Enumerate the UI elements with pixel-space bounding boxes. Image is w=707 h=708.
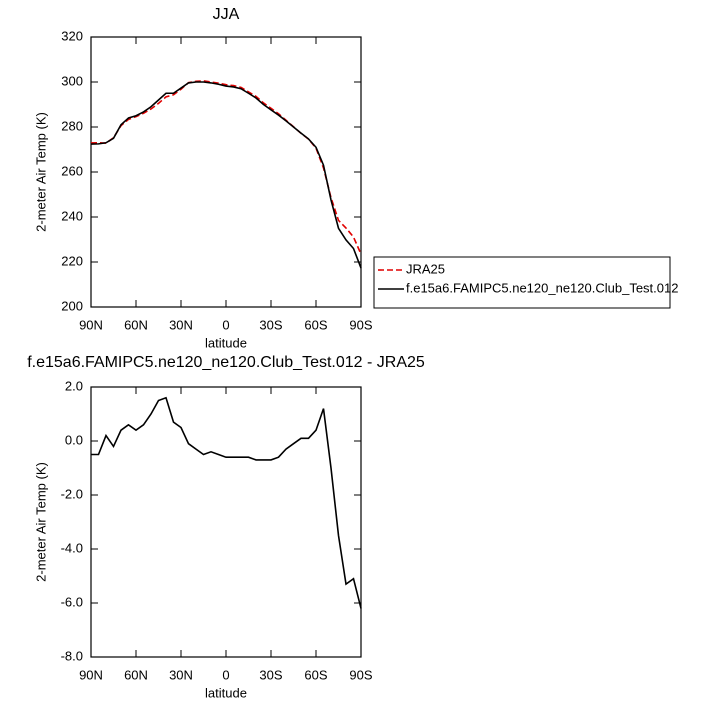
legend-label: f.e15a6.FAMIPC5.ne120_ne120.Club_Test.01…: [406, 280, 678, 295]
chart-title: f.e15a6.FAMIPC5.ne120_ne120.Club_Test.01…: [27, 354, 425, 371]
x-tick-label: 60S: [304, 317, 327, 332]
x-tick-label: 0: [222, 667, 229, 682]
y-tick-label: 320: [61, 28, 83, 43]
y-tick-label: -8.0: [61, 648, 83, 663]
x-tick-label: 60S: [304, 667, 327, 682]
y-tick-label: 200: [61, 298, 83, 313]
x-axis-label: latitude: [205, 335, 247, 350]
y-tick-label: 220: [61, 253, 83, 268]
x-tick-label: 30S: [259, 667, 282, 682]
y-tick-label: -6.0: [61, 594, 83, 609]
y-tick-label: 0.0: [65, 432, 83, 447]
data-line: [91, 396, 362, 609]
x-tick-label: 90S: [349, 667, 372, 682]
x-tick-label: 30N: [169, 317, 193, 332]
legend-label: JRA25: [406, 261, 445, 276]
x-axis-label: latitude: [205, 685, 247, 700]
legend-box: [373, 256, 671, 309]
y-tick-label: -4.0: [61, 540, 83, 555]
x-tick-label: 90N: [79, 317, 103, 332]
y-tick-label: -2.0: [61, 486, 83, 501]
y-tick-label: 280: [61, 118, 83, 133]
x-tick-label: 90N: [79, 667, 103, 682]
x-tick-label: 30N: [169, 667, 193, 682]
y-axis-label: 2-meter Air Temp (K): [33, 462, 48, 582]
y-tick-label: 260: [61, 163, 83, 178]
x-tick-label: 60N: [124, 667, 148, 682]
chart-title: JJA: [213, 6, 240, 23]
y-axis-label: 2-meter Air Temp (K): [33, 112, 48, 232]
x-tick-label: 90S: [349, 317, 372, 332]
x-tick-label: 0: [222, 317, 229, 332]
x-tick-label: 30S: [259, 317, 282, 332]
data-line: [90, 81, 362, 269]
y-tick-label: 2.0: [65, 378, 83, 393]
x-tick-label: 60N: [124, 317, 148, 332]
data-line: [90, 80, 362, 255]
y-tick-label: 240: [61, 208, 83, 223]
plot-frame: [90, 36, 362, 308]
y-tick-label: 300: [61, 73, 83, 88]
